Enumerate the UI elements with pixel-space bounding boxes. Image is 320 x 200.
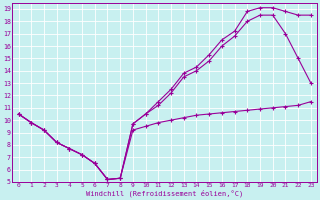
X-axis label: Windchill (Refroidissement éolien,°C): Windchill (Refroidissement éolien,°C) [86, 190, 243, 197]
